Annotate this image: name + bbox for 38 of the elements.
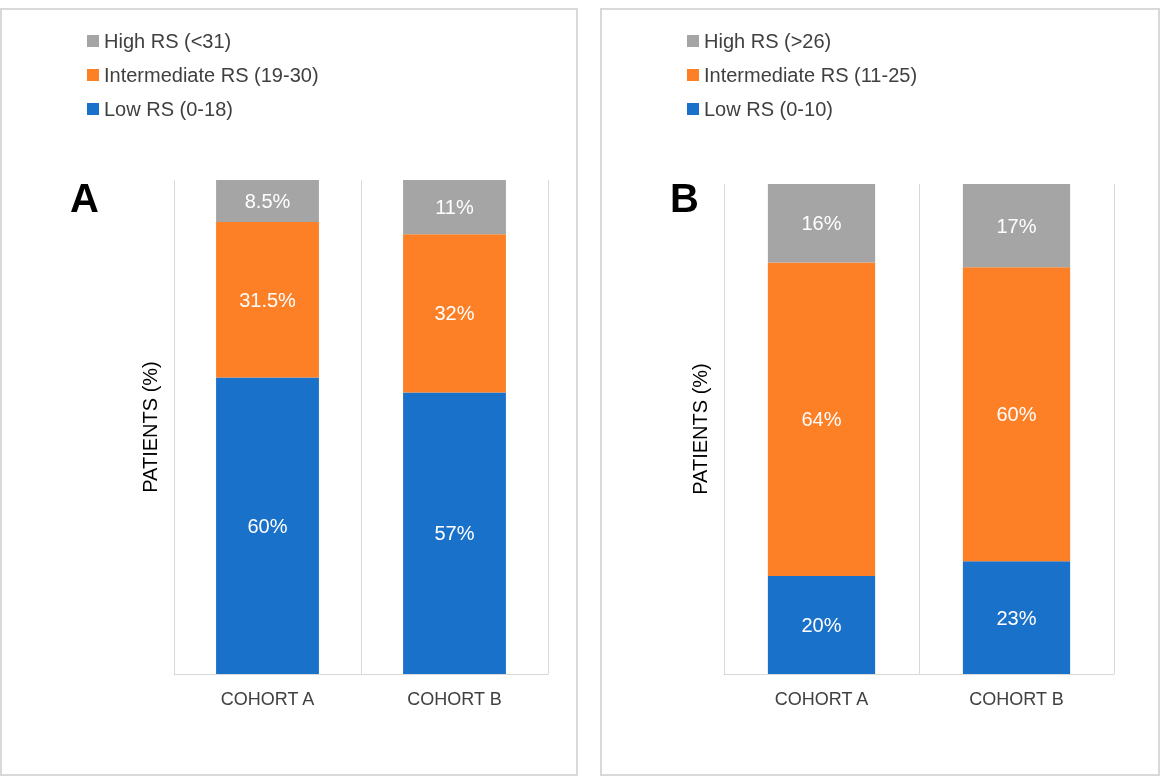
data-label: 11% — [435, 196, 474, 219]
bar — [767, 576, 876, 674]
bar — [403, 180, 506, 235]
data-label: 60% — [996, 403, 1037, 426]
data-label: 60% — [247, 514, 288, 537]
bar — [767, 262, 876, 576]
bar — [962, 561, 1071, 674]
x-tick-label: COHORT A — [774, 689, 869, 709]
bar — [403, 392, 506, 674]
text: A — [70, 176, 99, 220]
x-tick-label: COHORT B — [969, 689, 1064, 709]
y-axis-title: PATIENTS (%) — [139, 361, 161, 493]
data-label: 31.5% — [239, 288, 297, 311]
x-tick-label: COHORT A — [220, 689, 315, 709]
legend-label: Intermediate RS (19-30) — [104, 64, 319, 86]
legend-label: High RS (>26) — [704, 30, 832, 52]
y-axis-title: PATIENTS (%) — [689, 363, 711, 495]
legend-label: Low RS (0-10) — [704, 98, 833, 120]
legend-label: Intermediate RS (11-25) — [704, 64, 918, 86]
data-label: 57% — [434, 522, 475, 545]
bar — [403, 234, 506, 393]
bar — [962, 267, 1071, 562]
bar — [767, 184, 876, 263]
bar — [216, 377, 319, 674]
bar — [962, 184, 1071, 268]
data-label: 17% — [996, 214, 1037, 237]
legend-label: High RS (<31) — [104, 30, 232, 52]
data-label: 8.5% — [244, 189, 291, 212]
data-label: 16% — [801, 212, 842, 235]
x-tick-label: COHORT B — [407, 689, 502, 709]
data-label: 20% — [801, 614, 842, 636]
data-label: 64% — [801, 408, 842, 431]
legend-label: Low RS (0-18) — [104, 98, 233, 120]
text: B — [670, 176, 699, 220]
bar — [216, 221, 319, 378]
bar — [216, 180, 319, 222]
data-label: 32% — [434, 302, 475, 325]
data-label: 23% — [996, 606, 1037, 629]
